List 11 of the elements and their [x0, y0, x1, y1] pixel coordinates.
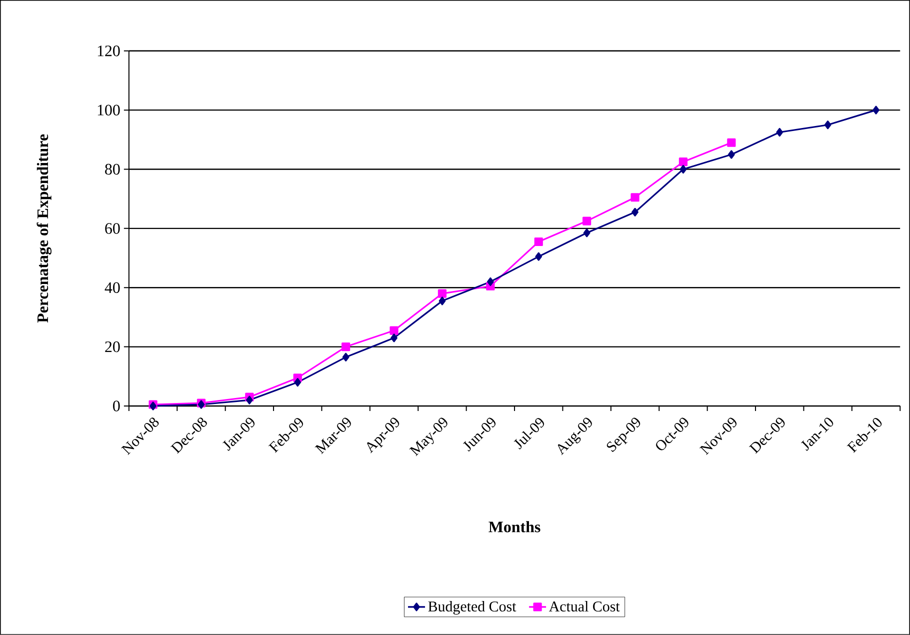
y-tick-label: 120: [98, 46, 120, 56]
y-axis-title: Percenatage of Expenditure: [36, 134, 52, 323]
legend-label: Budgeted Cost: [428, 601, 516, 615]
y-tick-label: 60: [105, 223, 120, 234]
y-tick-label: 100: [98, 104, 120, 116]
y-tick-label: 0: [113, 400, 120, 412]
y-tick-label: 20: [105, 341, 120, 352]
y-tick-label: 80: [105, 164, 120, 175]
legend-label: Actual Cost: [548, 601, 620, 612]
x-axis-title: Months: [488, 521, 540, 532]
y-tick-label: 40: [104, 282, 120, 294]
